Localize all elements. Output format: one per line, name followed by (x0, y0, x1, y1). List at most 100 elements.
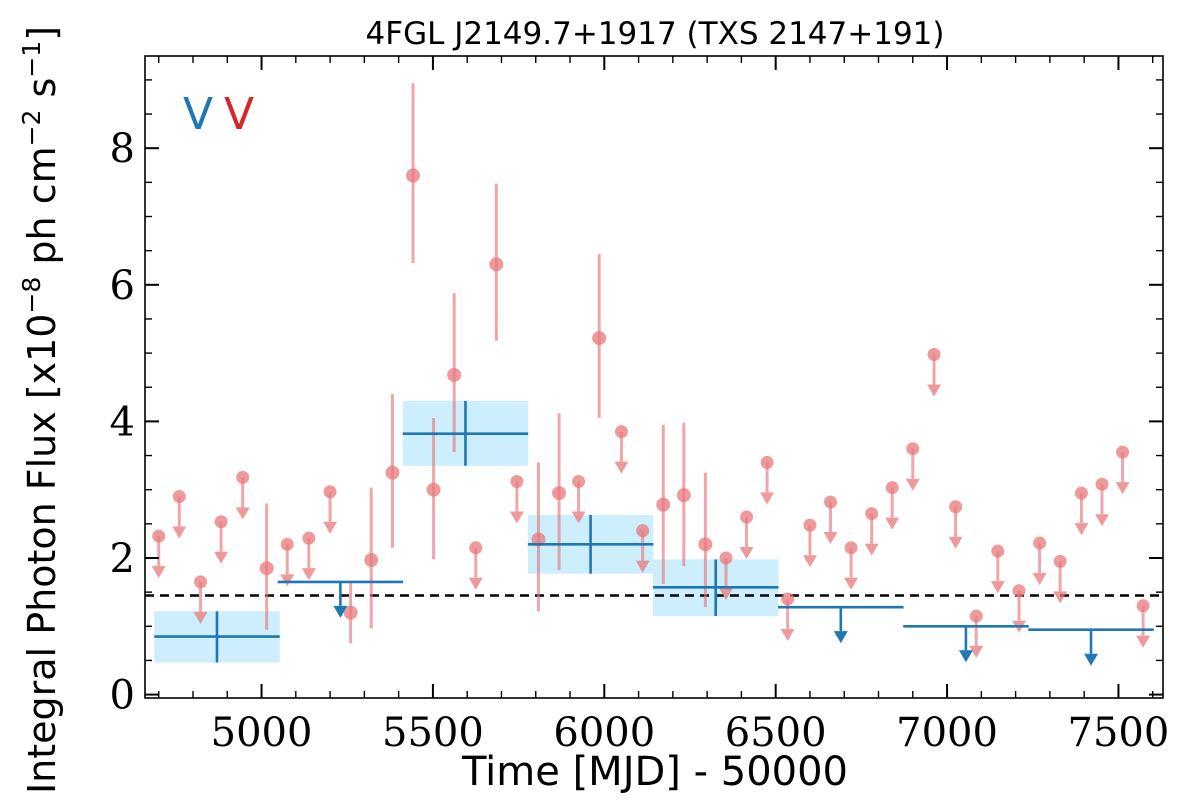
red-data-point (592, 331, 607, 346)
blue-series-layer (154, 400, 1154, 666)
red-upper-limit-point (1095, 477, 1109, 491)
red-data-point (489, 257, 504, 272)
red-data-point (385, 465, 400, 480)
legend: V V (183, 89, 254, 140)
red-upper-limit-point (824, 495, 838, 509)
red-data-point (259, 561, 274, 576)
red-upper-limit-point (803, 518, 817, 532)
red-upper-limit-point (781, 592, 795, 606)
red-upper-limit-head (1136, 635, 1151, 648)
blue-upper-limit-head (833, 631, 848, 644)
red-upper-limit-head (301, 568, 316, 581)
red-upper-limit-point (844, 541, 858, 555)
legend-label-red: V (224, 89, 254, 140)
red-upper-limit-head (1094, 514, 1109, 527)
red-series-layer (151, 83, 1151, 659)
red-upper-limit-point (172, 490, 186, 504)
red-upper-limit-head (151, 566, 166, 579)
red-upper-limit-point (323, 485, 337, 499)
red-upper-limit-point (906, 442, 920, 456)
red-upper-limit-point (1012, 584, 1026, 598)
red-upper-limit-head (323, 521, 338, 534)
red-upper-limit-head (739, 547, 754, 560)
red-upper-limit-head (1053, 591, 1068, 604)
red-data-point (447, 367, 462, 382)
y-tick-label: 6 (110, 263, 135, 309)
red-upper-limit-point (1136, 599, 1150, 613)
blue-upper-limit-head (333, 605, 348, 618)
red-upper-limit-point (1033, 536, 1047, 550)
red-upper-limit-point (1116, 445, 1130, 459)
plot-frame (144, 55, 1164, 699)
tick-labels-layer: 5000 5500 6000 6500 7000 7500 0 2 4 6 8 (110, 126, 1170, 756)
x-tick-label: 6000 (553, 710, 655, 756)
red-upper-limit-head (280, 574, 295, 587)
y-tick-label: 2 (110, 536, 135, 582)
red-upper-limit-head (864, 543, 879, 556)
red-upper-limit-head (969, 646, 984, 659)
red-upper-limit-head (760, 492, 775, 505)
red-upper-limit-point (572, 474, 586, 488)
red-upper-limit-head (172, 526, 187, 539)
red-data-point (364, 553, 379, 568)
x-tick-label: 6500 (725, 710, 827, 756)
red-upper-limit-head (718, 587, 733, 600)
red-upper-limit-head (927, 384, 942, 397)
legend-label-blue: V (183, 89, 213, 140)
red-data-point (656, 497, 671, 512)
red-upper-limit-point (969, 609, 983, 623)
chart-title: 4FGL J2149.7+1917 (TXS 2147+191) (366, 16, 945, 52)
blue-upper-limit-head (958, 650, 973, 663)
red-data-point (406, 168, 421, 183)
y-tick-label: 8 (110, 126, 135, 172)
red-upper-limit-head (468, 577, 483, 590)
y-axis-label: Integral Photon Flux [x10−8 ph cm−2 s−1] (17, 26, 64, 794)
red-upper-limit-point (740, 510, 754, 524)
axis-ticks-layer (145, 56, 1163, 698)
red-upper-limit-head (614, 461, 629, 474)
x-tick-label: 7500 (1068, 710, 1170, 756)
red-upper-limit-point (236, 470, 250, 484)
x-tick-label: 5000 (211, 710, 313, 756)
blue-upper-limit-head (1084, 653, 1099, 666)
x-axis-label: Time [MJD] - 50000 (461, 749, 848, 795)
red-upper-limit-point (927, 347, 941, 361)
red-upper-limit-head (823, 531, 838, 544)
red-upper-limit-point (214, 515, 228, 529)
red-upper-limit-head (885, 517, 900, 530)
red-upper-limit-point (194, 575, 208, 589)
red-upper-limit-head (214, 551, 229, 564)
red-upper-limit-point (1053, 554, 1067, 568)
red-upper-limit-point (280, 537, 294, 551)
red-upper-limit-head (193, 611, 208, 624)
red-upper-limit-head (1074, 523, 1089, 536)
red-upper-limit-point (885, 481, 899, 495)
red-upper-limit-head (1032, 572, 1047, 585)
red-upper-limit-point (991, 544, 1005, 558)
red-upper-limit-point (949, 500, 963, 514)
red-upper-limit-point (469, 541, 483, 555)
red-upper-limit-point (760, 455, 774, 469)
red-data-point (426, 482, 441, 497)
red-upper-limit-point (510, 474, 524, 488)
red-upper-limit-point (636, 524, 650, 538)
x-tick-label: 7000 (896, 710, 998, 756)
red-upper-limit-head (780, 628, 795, 641)
y-tick-label: 0 (110, 673, 135, 719)
red-upper-limit-head (635, 560, 650, 573)
red-upper-limit-head (509, 511, 524, 524)
red-upper-limit-head (1115, 482, 1130, 495)
red-upper-limit-head (235, 507, 250, 520)
red-data-point (343, 605, 358, 620)
red-upper-limit-point (1074, 486, 1088, 500)
red-upper-limit-point (302, 531, 316, 545)
red-upper-limit-head (990, 581, 1005, 594)
red-upper-limit-point (719, 551, 733, 565)
red-upper-limit-point (614, 425, 628, 439)
x-tick-label: 5500 (382, 710, 484, 756)
red-data-point (698, 537, 713, 552)
red-upper-limit-head (948, 536, 963, 549)
red-upper-limit-head (802, 555, 817, 568)
y-tick-label: 4 (110, 399, 135, 445)
